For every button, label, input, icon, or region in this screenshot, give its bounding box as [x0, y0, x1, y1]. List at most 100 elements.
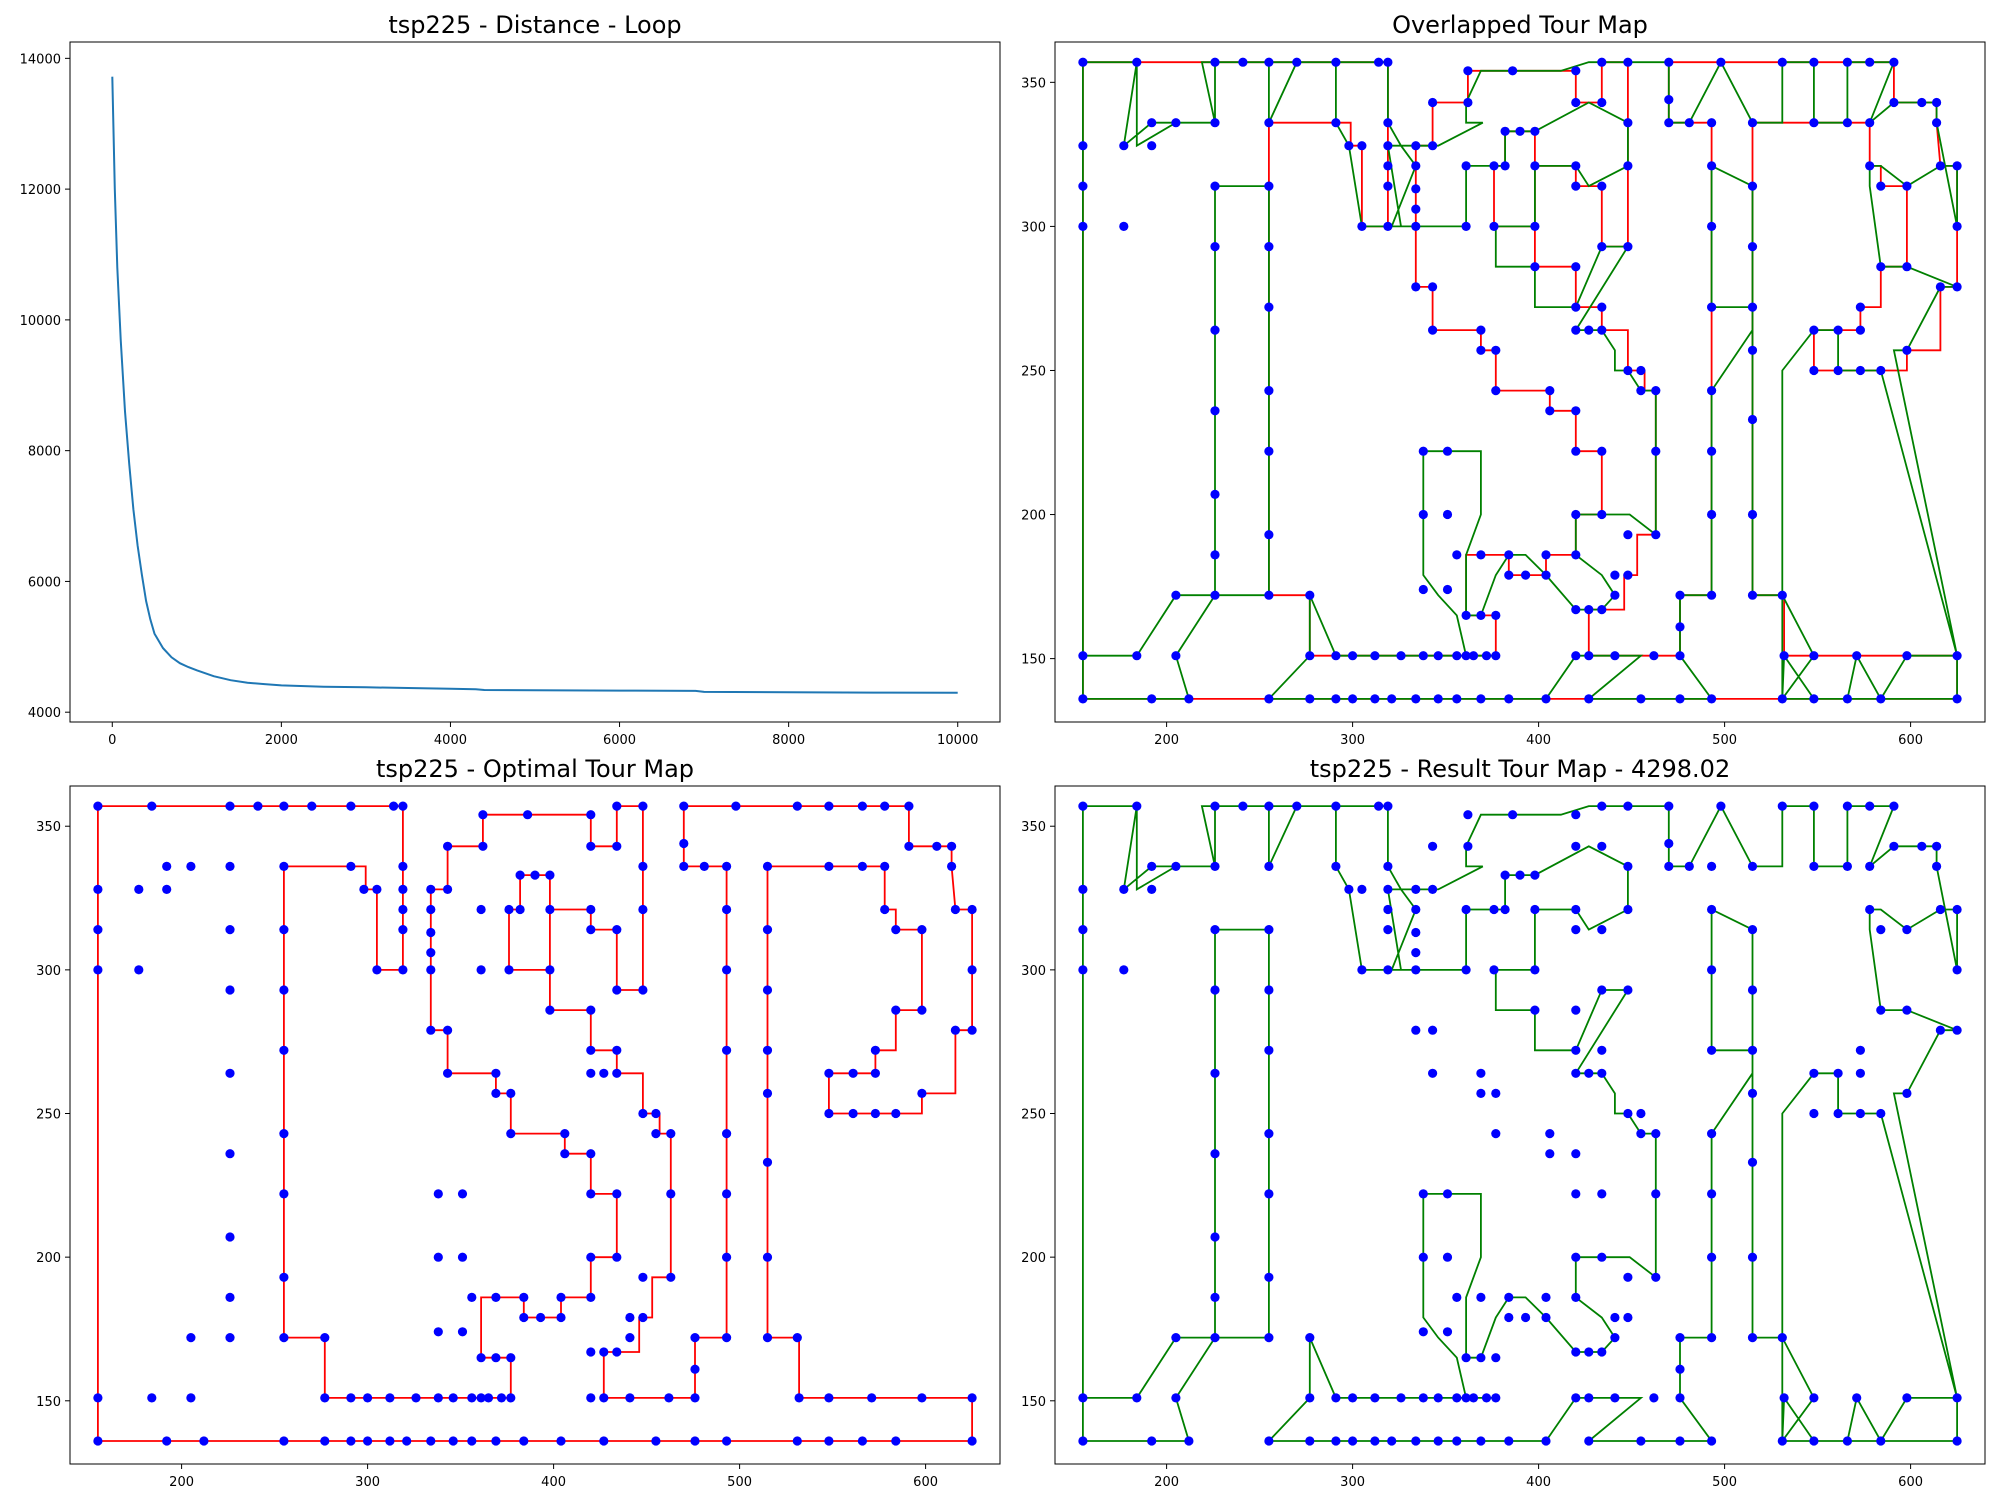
city-point	[1623, 861, 1633, 872]
city-point	[1545, 1129, 1555, 1139]
city-point	[1476, 325, 1486, 335]
city-point	[586, 1347, 596, 1357]
y-tick-label: 8000	[28, 445, 61, 460]
city-point	[1491, 1088, 1501, 1098]
city-point	[1855, 325, 1865, 335]
city-point	[1264, 1272, 1274, 1282]
city-point	[1331, 1436, 1341, 1446]
city-point	[1452, 694, 1462, 704]
city-point	[762, 1333, 773, 1343]
city-point	[880, 904, 890, 915]
x-tick-label: 4000	[434, 733, 467, 748]
city-point	[1809, 1436, 1819, 1446]
city-point	[917, 1088, 927, 1098]
city-point	[1461, 651, 1471, 661]
x-tick-label: 8000	[772, 733, 805, 748]
city-point	[679, 838, 689, 849]
city-point	[1649, 1393, 1659, 1403]
city-point	[398, 904, 408, 915]
city-point	[1675, 622, 1685, 632]
city-point	[1210, 118, 1220, 128]
city-point	[1809, 651, 1819, 661]
city-point	[1747, 181, 1758, 191]
city-point	[545, 870, 555, 880]
city-point	[1876, 365, 1886, 376]
city-point	[1504, 1292, 1514, 1302]
city-point	[1571, 550, 1581, 560]
city-point	[1210, 801, 1220, 811]
city-point	[1597, 985, 1607, 995]
city-point	[880, 861, 890, 872]
city-point	[1707, 446, 1717, 456]
city-point	[586, 810, 596, 820]
city-point	[1530, 221, 1540, 231]
city-point	[1491, 1393, 1501, 1403]
city-point	[1571, 1292, 1581, 1302]
city-point	[1747, 1157, 1758, 1167]
city-point	[1952, 904, 1962, 915]
city-point	[917, 1393, 927, 1403]
y-tick-label: 6000	[28, 575, 61, 590]
city-point	[792, 1333, 802, 1343]
x-tick-label: 400	[1526, 1475, 1551, 1490]
city-point	[1935, 1025, 1945, 1035]
city-point	[1852, 1393, 1862, 1403]
city-point	[225, 1149, 235, 1159]
city-point	[1902, 1005, 1912, 1015]
city-point	[1675, 1436, 1685, 1446]
city-point	[1433, 694, 1443, 704]
city-point	[1383, 884, 1393, 895]
city-point	[690, 1364, 700, 1374]
x-tick-label: 200	[1154, 733, 1179, 748]
city-point	[1571, 325, 1581, 335]
city-point	[1344, 884, 1354, 895]
city-point	[1418, 509, 1428, 520]
city-point	[1411, 948, 1421, 958]
city-point	[1331, 1393, 1341, 1403]
city-point	[519, 1312, 529, 1323]
city-point	[1411, 884, 1421, 895]
city-point	[1597, 1068, 1607, 1078]
y-tick-label: 150	[1021, 1395, 1046, 1410]
city-point	[1344, 141, 1354, 151]
city-point	[1530, 161, 1540, 171]
city-point	[1747, 985, 1758, 995]
city-point	[1383, 965, 1393, 975]
city-point	[586, 1068, 596, 1078]
city-point	[1707, 161, 1717, 171]
city-point	[1428, 325, 1438, 335]
city-point	[1902, 1393, 1912, 1403]
city-point	[556, 1436, 566, 1446]
city-point	[1481, 651, 1492, 661]
city-point	[491, 1088, 501, 1098]
city-point	[1842, 694, 1852, 704]
city-point	[1623, 801, 1633, 811]
city-point	[398, 884, 408, 895]
city-point	[253, 801, 263, 811]
city-point	[586, 904, 596, 915]
city-point	[1571, 181, 1581, 191]
city-point	[1855, 365, 1865, 376]
city-point	[1264, 861, 1274, 872]
city-point	[1747, 509, 1758, 520]
y-tick-label: 350	[1021, 820, 1046, 835]
city-point	[932, 841, 942, 851]
city-point	[612, 1045, 622, 1055]
city-point	[666, 1272, 676, 1282]
city-point	[372, 965, 382, 975]
city-point	[467, 1292, 477, 1302]
city-point	[443, 884, 453, 895]
city-point	[1461, 904, 1471, 915]
city-point	[1452, 1393, 1462, 1403]
city-point	[1747, 590, 1758, 600]
city-point	[586, 1149, 596, 1159]
city-point	[1387, 694, 1397, 704]
city-point	[1651, 1129, 1661, 1139]
city-point	[1530, 262, 1540, 272]
city-point	[1865, 904, 1875, 915]
city-point	[1383, 181, 1393, 191]
city-point	[1331, 694, 1341, 704]
city-point	[1264, 1129, 1274, 1139]
city-point	[147, 801, 157, 811]
y-tick-label: 150	[1021, 653, 1046, 668]
